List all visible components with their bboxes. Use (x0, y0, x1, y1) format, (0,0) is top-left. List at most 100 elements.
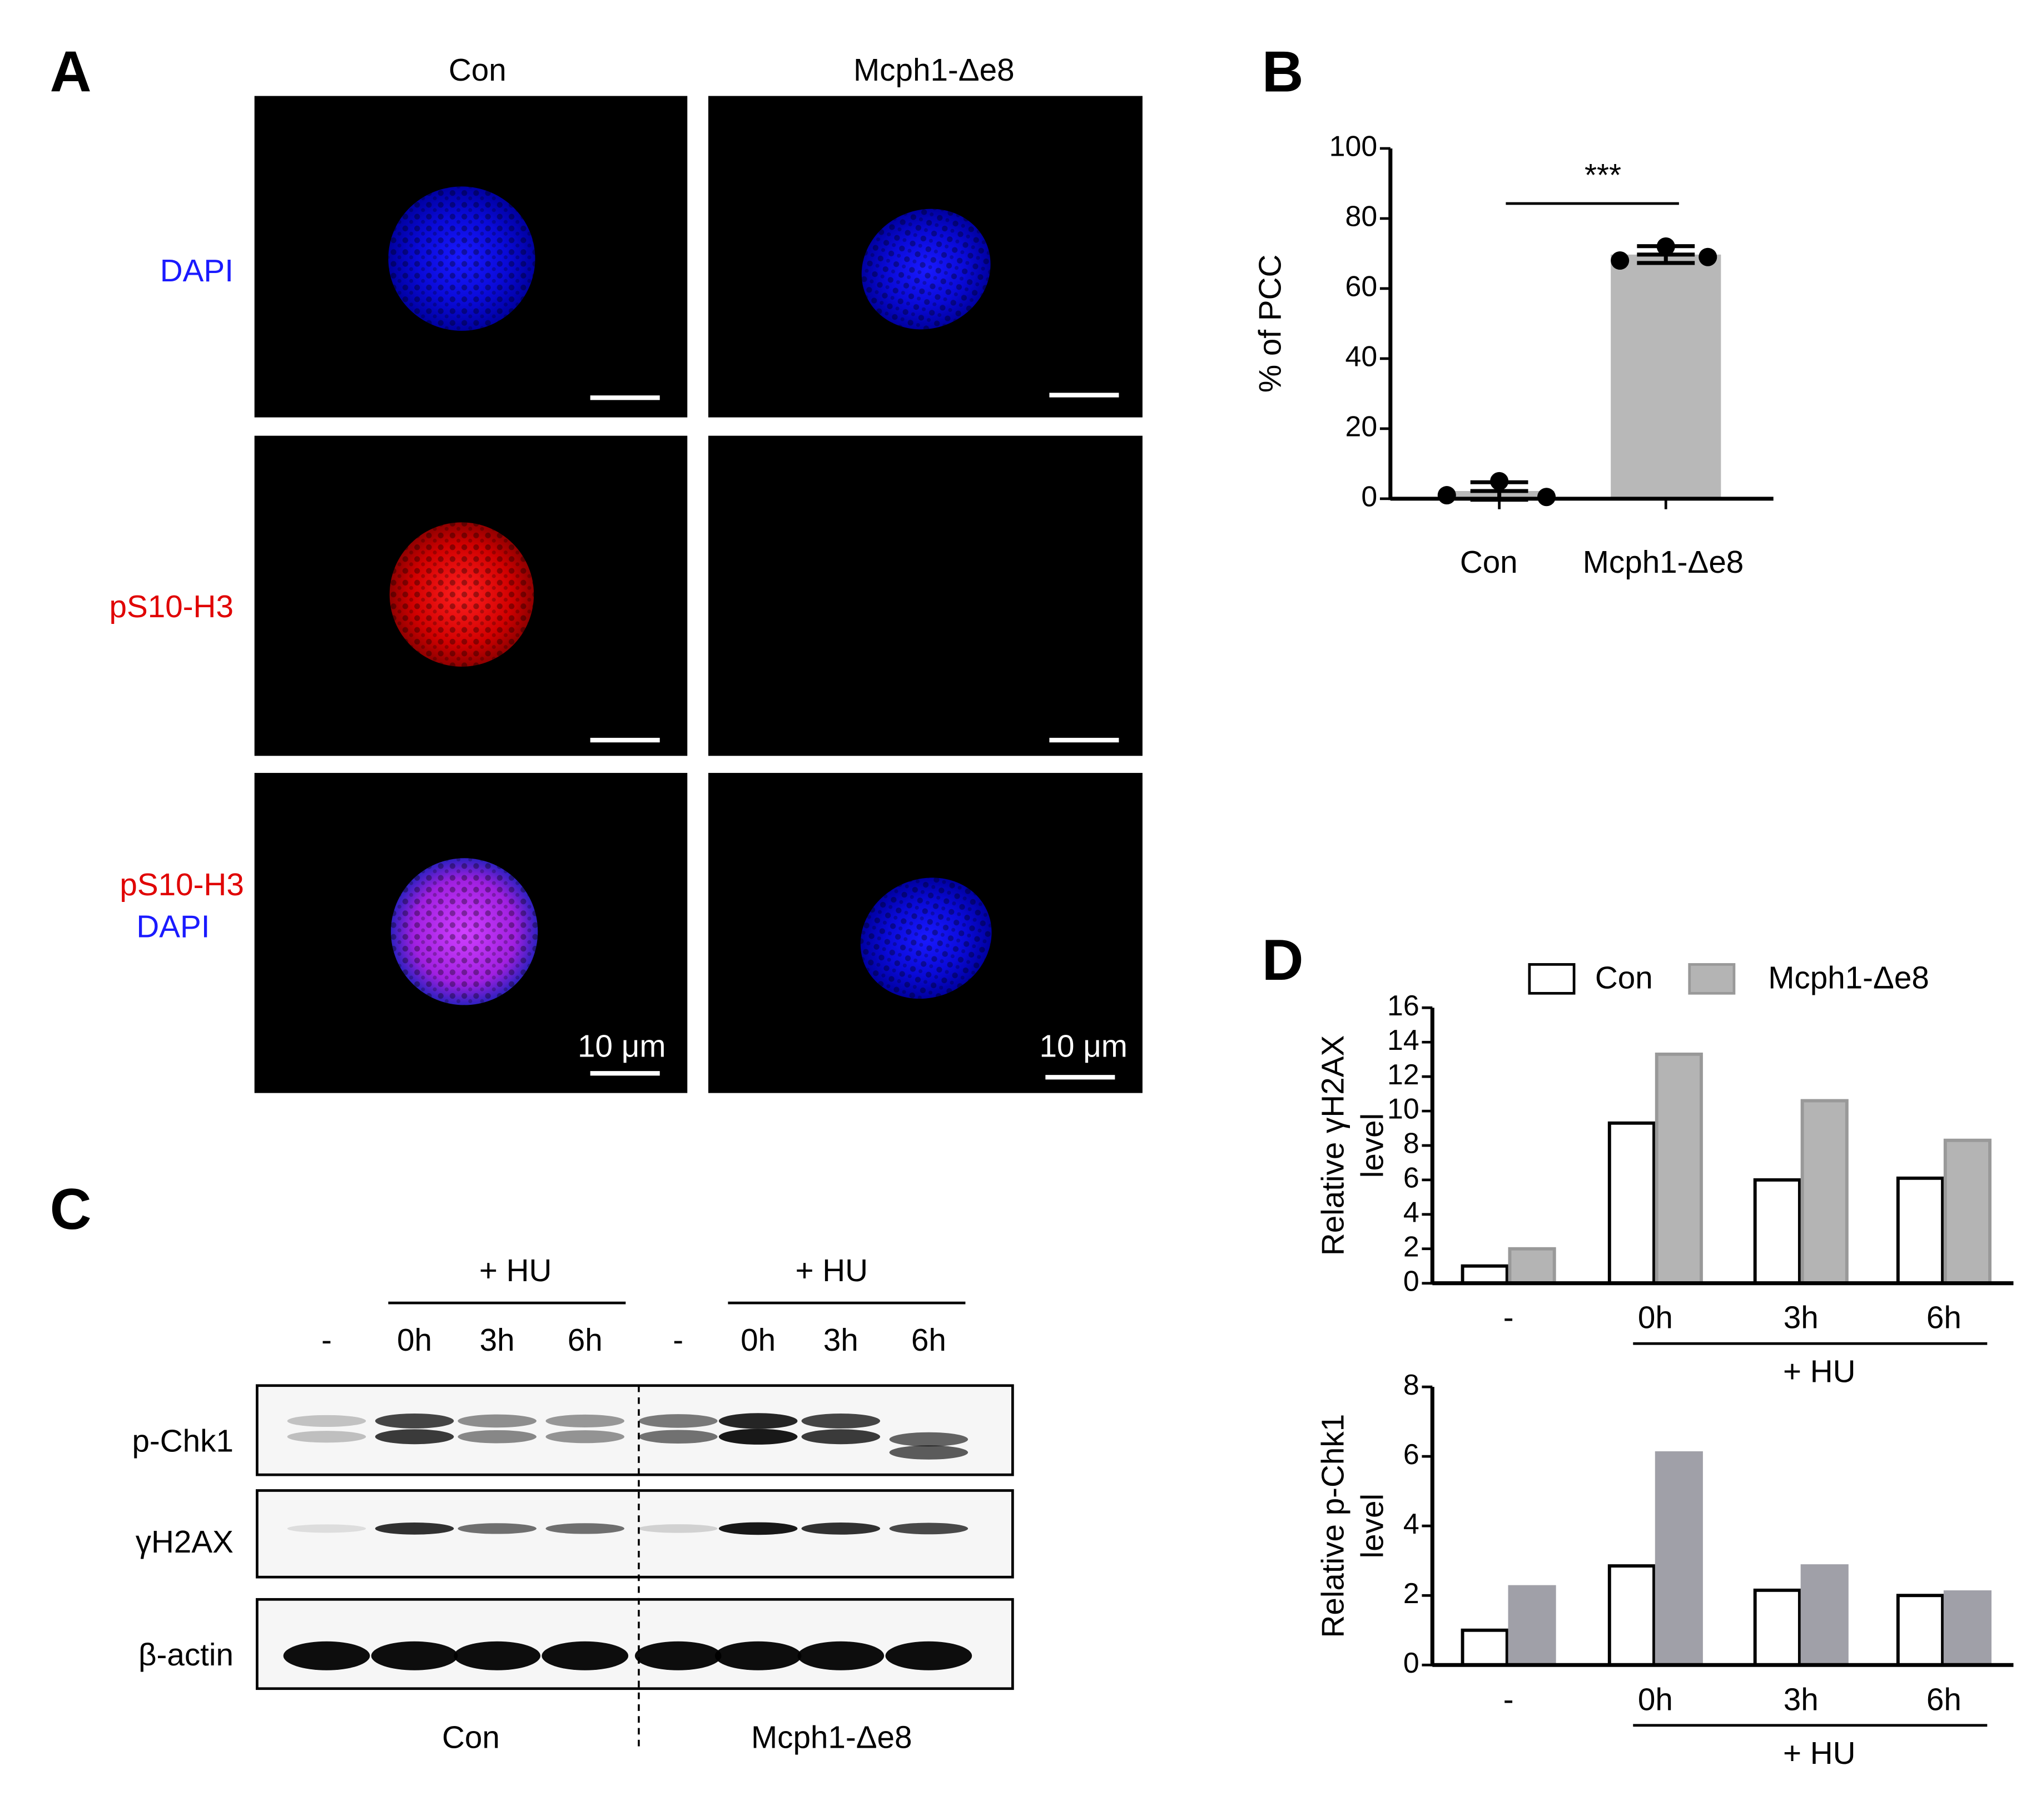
y-axis-label: % of PCC (1252, 255, 1287, 393)
band (454, 1641, 541, 1670)
band (458, 1523, 537, 1534)
bar (1896, 1176, 1945, 1285)
band (283, 1641, 370, 1670)
y-tick-label: 16 (1387, 989, 1419, 1021)
treatment-label: + HU (795, 1253, 868, 1288)
group-label: Mcph1-Δe8 (751, 1720, 912, 1755)
y-tick-label: 100 (1329, 130, 1378, 162)
treatment-label: + HU (479, 1253, 552, 1288)
row-label: pS10-H3 (120, 867, 244, 902)
y-tick-label: 2 (1403, 1577, 1419, 1609)
band (371, 1641, 458, 1670)
band (718, 1429, 798, 1445)
band (545, 1523, 625, 1534)
y-axis-label: level (1354, 1494, 1389, 1558)
y-tick-label: 10 (1387, 1093, 1419, 1125)
x-tick-label: - (1503, 1300, 1514, 1335)
data-point (1699, 247, 1717, 266)
y-tick-label: 20 (1345, 410, 1377, 443)
band (458, 1414, 537, 1428)
bar (1896, 1594, 1945, 1667)
bar (1461, 1264, 1509, 1285)
legend-swatch (1528, 963, 1576, 995)
bar (1943, 1590, 1992, 1667)
bar (1508, 1585, 1556, 1667)
band (634, 1641, 722, 1670)
y-tick-label: 8 (1403, 1368, 1419, 1401)
blots (256, 1384, 1014, 1748)
band (375, 1523, 454, 1535)
band (889, 1445, 969, 1460)
row-label: DAPI (160, 253, 234, 288)
band (889, 1523, 969, 1535)
band (801, 1413, 881, 1429)
lane-label: 6h (568, 1322, 603, 1357)
row-label: DAPI (136, 909, 210, 944)
micrographs (254, 96, 1143, 1093)
bar (1611, 254, 1721, 499)
band (638, 1430, 718, 1444)
data-point (1437, 486, 1456, 505)
y-axis-label: Relative γH2AX (1315, 1035, 1350, 1256)
protein-label: β-actin (138, 1637, 234, 1672)
x-tick-label: 0h (1638, 1300, 1673, 1335)
band (545, 1430, 625, 1444)
legend-label: Mcph1-Δe8 (1768, 960, 1929, 995)
scale-bar-label: 10 μm (578, 1028, 666, 1063)
y-tick-label: 80 (1345, 200, 1377, 232)
legend-label: Con (1595, 960, 1653, 995)
band (885, 1641, 972, 1670)
x-tick-label: 0h (1638, 1682, 1673, 1717)
bar (1943, 1138, 1992, 1285)
lane-label: 3h (480, 1322, 515, 1357)
lane-label: 0h (741, 1322, 776, 1357)
column-header: Mcph1-Δe8 (853, 52, 1015, 87)
y-tick-label: 0 (1361, 480, 1377, 513)
lane-label: 3h (823, 1322, 858, 1357)
legend-swatch (1688, 963, 1736, 995)
x-tick-label: 6h (1926, 1300, 1961, 1335)
panel-label: B (1262, 39, 1304, 104)
x-tick-label: 3h (1784, 1300, 1819, 1335)
bar (1800, 1099, 1849, 1285)
band (797, 1641, 885, 1670)
bar (1655, 1052, 1703, 1285)
y-tick-label: 4 (1403, 1507, 1419, 1540)
y-tick-label: 8 (1403, 1127, 1419, 1159)
data-point (1611, 251, 1630, 270)
bar (1607, 1121, 1656, 1285)
lane-label: - (673, 1322, 683, 1357)
x-tick-label: Con (1460, 544, 1518, 579)
y-tick-label: 4 (1403, 1196, 1419, 1228)
band (375, 1413, 454, 1429)
panel-label: A (50, 39, 92, 104)
band (545, 1414, 625, 1427)
x-tick-label: - (1503, 1682, 1514, 1717)
y-tick-label: 60 (1345, 270, 1377, 302)
band (638, 1414, 718, 1428)
bar (1753, 1588, 1801, 1667)
band (458, 1430, 537, 1444)
band (801, 1429, 881, 1445)
y-tick-label: 0 (1403, 1647, 1419, 1679)
band (287, 1415, 366, 1427)
column-header: Con (449, 52, 506, 87)
band (287, 1431, 366, 1443)
row-label: pS10-H3 (110, 589, 234, 624)
band (542, 1641, 629, 1670)
protein-label: γH2AX (136, 1524, 234, 1559)
y-axis-label: level (1354, 1113, 1389, 1178)
data-point (1656, 237, 1675, 256)
band (718, 1522, 798, 1535)
band (287, 1524, 366, 1533)
bar (1607, 1564, 1656, 1667)
panel-label: D (1262, 928, 1304, 992)
y-axis-label: Relative p-Chk1 (1315, 1414, 1350, 1638)
lane-label: 6h (911, 1322, 946, 1357)
bar (1800, 1564, 1849, 1667)
band (638, 1524, 718, 1533)
group-label: + HU (1783, 1353, 1856, 1388)
bar (1461, 1628, 1509, 1667)
band (714, 1641, 802, 1670)
